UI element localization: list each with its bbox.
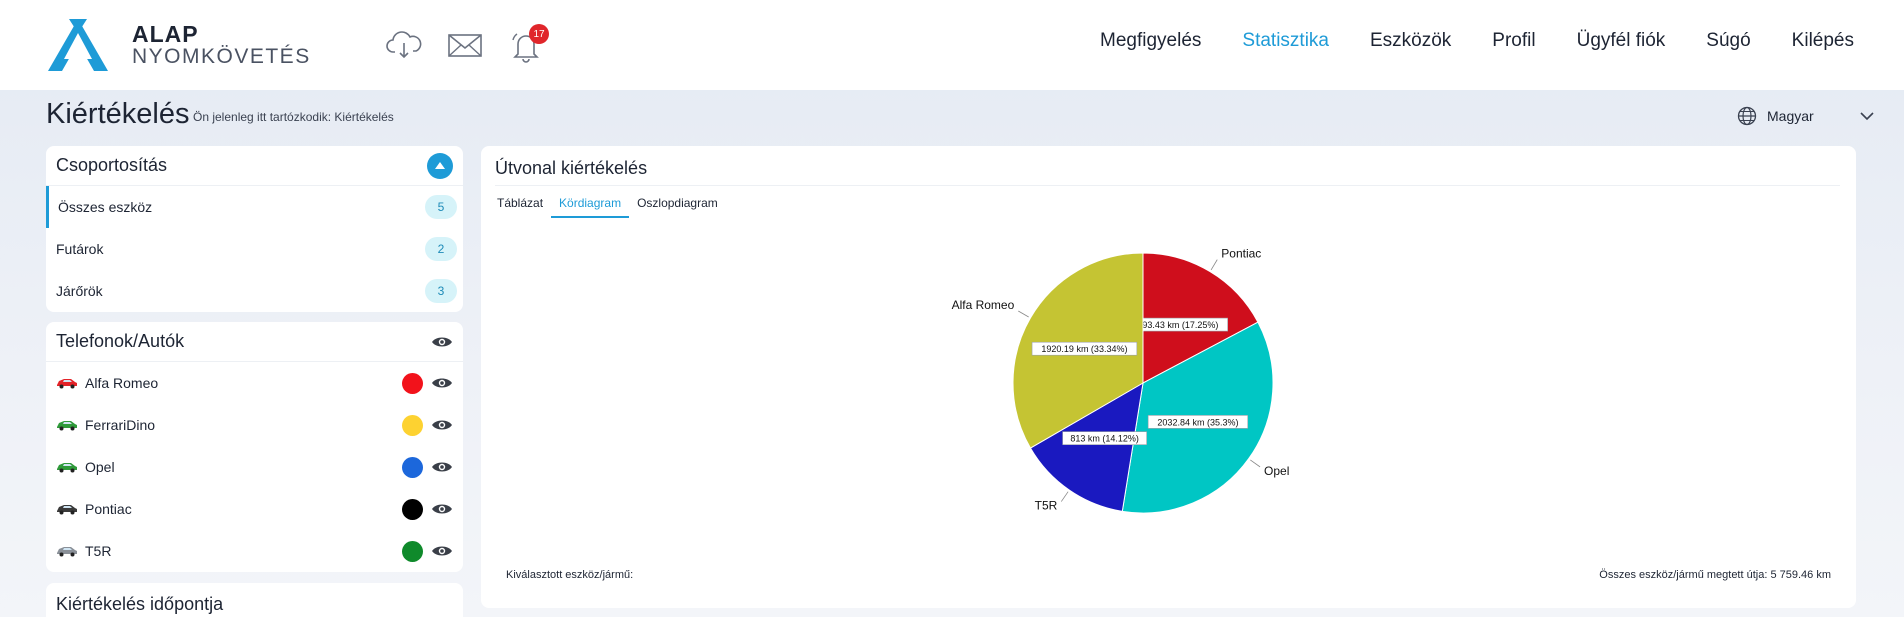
nav-kilepes[interactable]: Kilépés: [1791, 30, 1854, 51]
language-label: Magyar: [1767, 108, 1814, 124]
language-selector[interactable]: Magyar: [1737, 106, 1874, 126]
group-item-jarorok[interactable]: Járőrök 3: [46, 270, 463, 312]
color-swatch[interactable]: [402, 456, 423, 478]
group-item-label: Járőrök: [56, 283, 103, 299]
grouping-card: Csoportosítás Összes eszköz 5 Futárok 2 …: [46, 146, 463, 312]
eye-icon[interactable]: [431, 335, 453, 349]
tab-table[interactable]: Táblázat: [497, 196, 544, 210]
caret-up-icon: [435, 162, 445, 169]
color-swatch[interactable]: [402, 540, 423, 562]
car-name: Opel: [85, 459, 115, 475]
group-item-futarok[interactable]: Futárok 2: [46, 228, 463, 270]
data-label-box: [1147, 415, 1249, 429]
leader-line: [1250, 459, 1261, 468]
color-swatch[interactable]: [402, 498, 423, 520]
globe-icon: [1737, 106, 1757, 126]
mail-icon[interactable]: [445, 26, 485, 64]
nav-statisztika[interactable]: Statisztika: [1242, 30, 1329, 51]
color-swatch[interactable]: [402, 372, 423, 394]
logo-icon: [48, 19, 108, 71]
pie-slice-t5r[interactable]: [1029, 382, 1144, 512]
car-row[interactable]: Pontiac: [46, 488, 463, 530]
car-icon: [57, 547, 77, 557]
car-row[interactable]: Alfa Romeo: [46, 362, 463, 404]
data-label: 813 km (14.12%): [1070, 434, 1139, 444]
tab-pie-chart[interactable]: Kördiagram: [551, 190, 630, 218]
car-name: Alfa Romeo: [85, 375, 159, 391]
route-title: Útvonal kiértékelés: [495, 158, 648, 178]
color-swatch[interactable]: [402, 414, 423, 436]
category-label: Pontiac: [1221, 247, 1261, 261]
eye-icon[interactable]: [431, 460, 453, 474]
grouping-title: Csoportosítás: [56, 155, 168, 175]
total-distance-label: Összes eszköz/jármű megtett útja: 5 759.…: [1599, 569, 1831, 581]
group-item-label: Futárok: [56, 241, 104, 257]
eye-icon[interactable]: [431, 502, 453, 516]
nav-ugyfel-fiok[interactable]: Ügyfél fiók: [1576, 30, 1666, 51]
nav-eszkozok[interactable]: Eszközök: [1369, 30, 1452, 51]
tab-bar-chart[interactable]: Oszlopdiagram: [637, 196, 718, 210]
group-item-label: Összes eszköz: [58, 199, 153, 215]
top-bar: ALAP NYOMKÖVETÉS 17: [0, 0, 1904, 90]
eye-icon[interactable]: [431, 376, 453, 390]
breadcrumb: Ön jelenleg itt tartózkodik: Kiértékelés: [193, 110, 394, 124]
car-name: FerrariDino: [85, 417, 156, 433]
logo[interactable]: ALAP NYOMKÖVETÉS: [48, 19, 311, 71]
evaluation-time-title: Kiértékelés időpontja: [56, 594, 224, 614]
category-label: T5R: [1035, 499, 1058, 513]
car-row[interactable]: T5R: [46, 530, 463, 572]
car-row[interactable]: Opel: [46, 446, 463, 488]
notification-badge: 17: [529, 24, 549, 44]
car-icon: [57, 463, 77, 473]
car-icon: [57, 505, 77, 515]
category-label: Opel: [1264, 464, 1289, 478]
data-label: 1920.19 km (33.34%): [1041, 344, 1127, 354]
route-evaluation-card: Útvonal kiértékelés Táblázat Kördiagram …: [481, 146, 1856, 608]
eye-icon[interactable]: [431, 418, 453, 432]
data-label: 993.43 km (17.25%): [1137, 320, 1218, 330]
car-name: T5R: [85, 543, 112, 559]
brand-line2: NYOMKÖVETÉS: [132, 45, 311, 69]
brand-line1: ALAP: [132, 20, 199, 47]
leader-line: [1018, 310, 1029, 318]
eye-icon[interactable]: [431, 544, 453, 558]
group-count-badge: 2: [425, 237, 457, 261]
leader-line: [1060, 491, 1069, 502]
main-nav: Megfigyelés Statisztika Eszközök Profil …: [1100, 30, 1854, 52]
divider: [495, 185, 1840, 186]
data-label: 2032.84 km (35.3%): [1157, 417, 1238, 427]
group-item-all-devices[interactable]: Összes eszköz 5: [46, 186, 463, 228]
collapse-button[interactable]: [427, 152, 453, 179]
pie-chart: 993.43 km (17.25%) Pontiac 2032.84 km (35.…: [952, 247, 1289, 514]
phones-title: Telefonok/Autók: [56, 331, 185, 351]
chevron-down-icon: [1860, 111, 1874, 120]
nav-profil[interactable]: Profil: [1492, 30, 1536, 51]
nav-sugo[interactable]: Súgó: [1706, 30, 1751, 51]
page-title: Kiértékelés: [46, 98, 190, 130]
evaluation-time-card: Kiértékelés időpontja: [46, 583, 463, 617]
data-label-box: [1031, 341, 1138, 356]
nav-megfigyeles[interactable]: Megfigyelés: [1100, 30, 1202, 51]
category-label: Alfa Romeo: [952, 298, 1015, 312]
chart-tabs: Táblázat Kördiagram Oszlopdiagram: [489, 190, 726, 218]
group-count-badge: 5: [425, 195, 457, 219]
car-icon: [57, 379, 77, 389]
leader-line: [1210, 259, 1218, 271]
cloud-download-icon[interactable]: [385, 26, 423, 64]
car-name: Pontiac: [85, 501, 132, 517]
group-count-badge: 3: [425, 279, 457, 303]
data-label-box: [1062, 431, 1147, 445]
car-icon: [57, 421, 77, 431]
bell-icon[interactable]: 17: [507, 24, 549, 64]
selected-device-label: Kiválasztott eszköz/jármű:: [506, 569, 634, 581]
car-row[interactable]: FerrariDino: [46, 404, 463, 446]
phones-card: Telefonok/Autók Alfa Romeo FerrariDino Ope…: [46, 322, 463, 572]
